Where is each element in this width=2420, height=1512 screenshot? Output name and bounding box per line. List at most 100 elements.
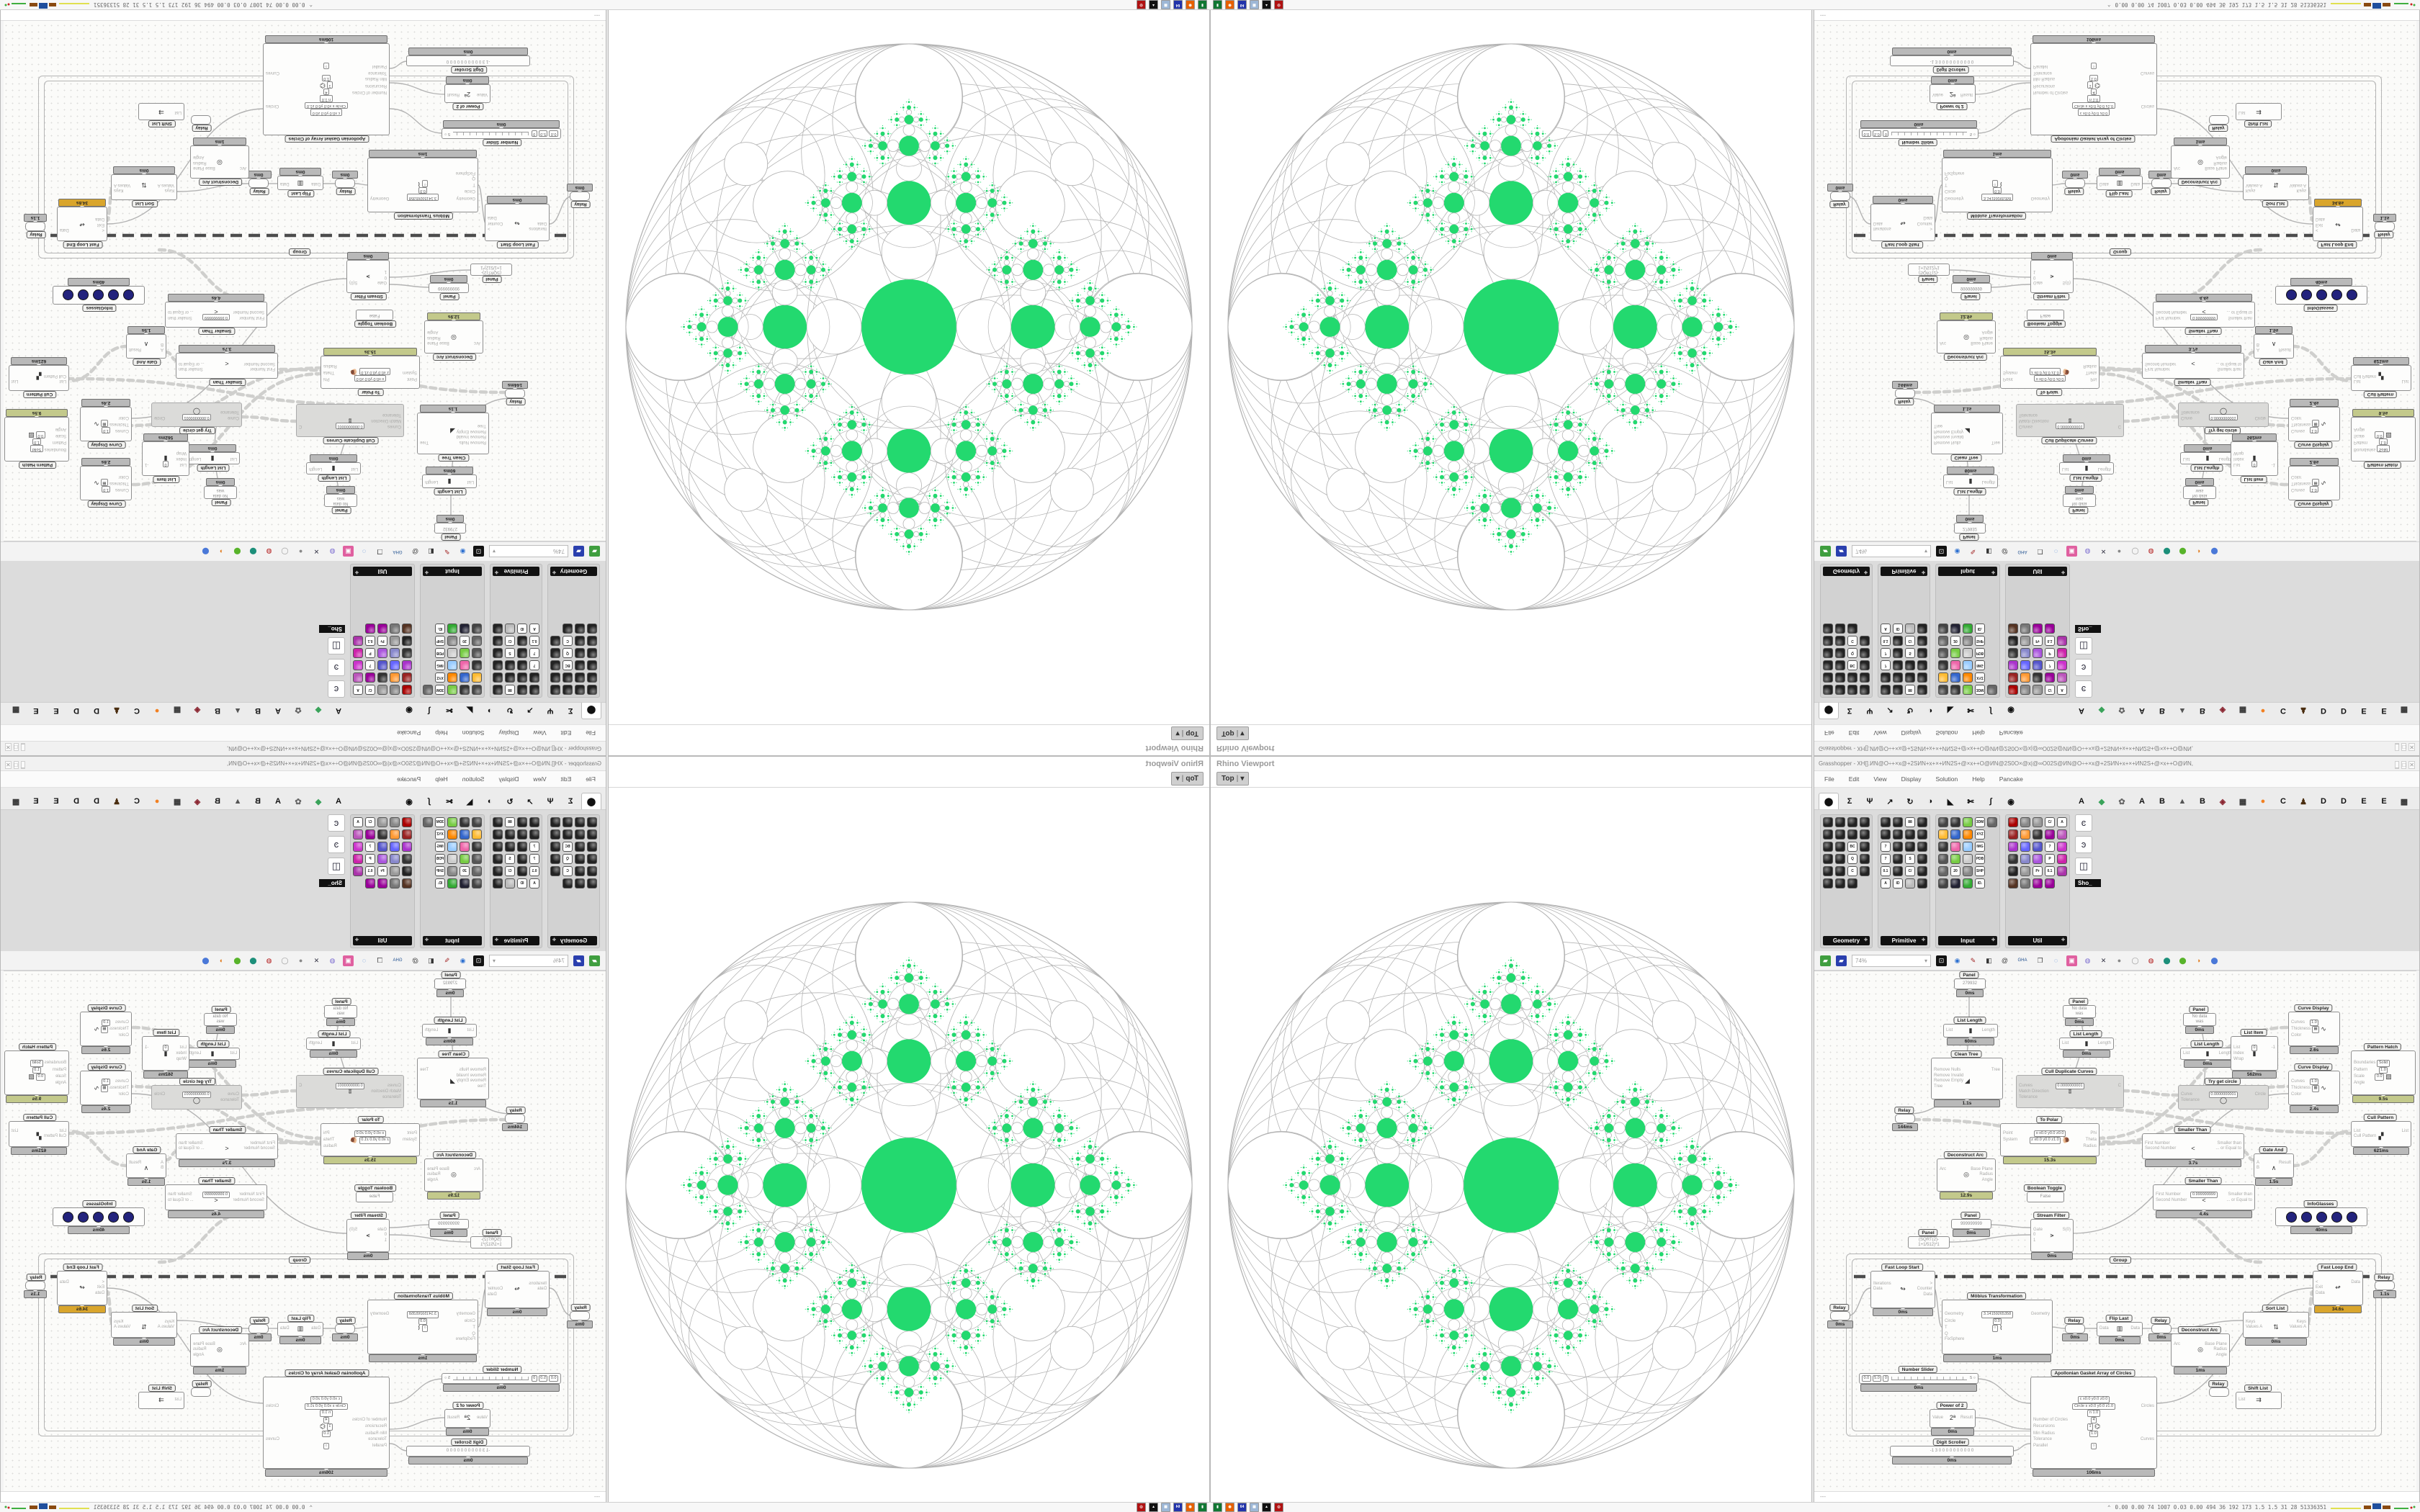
value-box[interactable]: 0.0 [35, 431, 45, 438]
save-file-icon[interactable]: ▰ [573, 546, 584, 557]
input-port-label[interactable]: Parallel [372, 64, 387, 69]
value-box[interactable]: ▦ [2312, 1026, 2320, 1033]
component-icon[interactable]: P [2045, 854, 2055, 864]
component-icon[interactable]: A [2057, 817, 2067, 827]
calculator-icon[interactable]: ▦ [1250, 1503, 1259, 1512]
sketch-pen-icon[interactable]: ✎ [444, 548, 450, 556]
input-port-label[interactable]: Tolerance [2019, 1094, 2038, 1099]
input-port-label[interactable]: Tolerance [2033, 1437, 2053, 1441]
infoglasses-icon[interactable] [2331, 1211, 2342, 1223]
input-port-label[interactable]: Geometry [1945, 1312, 1964, 1317]
node-body[interactable]: Gate S(0) 0 ⪫ 1 [2030, 1219, 2074, 1252]
input-port-label[interactable]: Value [477, 91, 488, 96]
category-tab-9[interactable]: ◉ [405, 706, 413, 715]
input-port-label[interactable]: Color [118, 415, 129, 420]
component-icon[interactable] [1823, 854, 1833, 864]
node-body[interactable]: 999999999 [429, 283, 469, 293]
slider-value-box[interactable]: 0 [531, 130, 537, 138]
viewport-tab-top[interactable]: Top|▾ [1216, 772, 1250, 786]
output-port-label[interactable]: Length [2097, 1040, 2112, 1045]
output-port-label[interactable]: Circle [2254, 1092, 2266, 1097]
node-body[interactable]: 0.0 5.0 0 5 ○ [1859, 1373, 1978, 1384]
gumball-icon[interactable]: ● [2117, 956, 2122, 964]
input-port-label[interactable]: Thickness [109, 480, 129, 485]
infoglasses-icon[interactable] [2346, 1211, 2357, 1223]
output-port-label[interactable]: ... or Equal to [2226, 1198, 2253, 1202]
output-port-label[interactable]: Length [187, 456, 202, 462]
component-icon[interactable] [353, 660, 363, 670]
node-body[interactable]: Curves 1.0 Thickness ▩ ∿ Color [2288, 1071, 2340, 1105]
collapse-chevron-icon[interactable]: ⌃ [2107, 1504, 2111, 1511]
component-icon[interactable] [1917, 878, 1927, 888]
output-port-label[interactable]: Data [60, 228, 69, 233]
slider-rail[interactable] [1891, 1377, 1968, 1380]
category-tab-19[interactable]: ● [2260, 797, 2266, 806]
rings-icon[interactable]: ◯ [2131, 956, 2139, 964]
component-icon[interactable] [2033, 842, 2043, 852]
input-port-label[interactable]: Match Direction [371, 418, 401, 423]
input-port-label[interactable]: Circle [1945, 1318, 1956, 1323]
category-tab-11[interactable]: ◆ [315, 706, 322, 715]
input-port-label[interactable]: Min Radius [364, 76, 387, 81]
sketch-pen-icon[interactable]: ✎ [1970, 956, 1976, 964]
input-port-label[interactable]: Geometry [456, 195, 475, 200]
output-port-label[interactable]: Tree [1991, 1068, 2000, 1072]
input-port-label[interactable]: Boundaries [44, 447, 66, 451]
output-port-label[interactable]: Angle [1981, 1177, 1993, 1182]
category-tab-12[interactable]: ✿ [295, 706, 302, 715]
maximize-button[interactable]: □ [2401, 760, 2407, 769]
component-icon[interactable] [377, 660, 387, 670]
component-icon[interactable]: 3DM [1975, 817, 1985, 827]
node-body[interactable] [2375, 1281, 2395, 1290]
node-body[interactable]: -1 3 0 0 0 0 0 0 0 0 0 0 [1890, 1446, 2014, 1457]
component-icon[interactable]: ID [517, 624, 527, 634]
component-icon[interactable] [472, 660, 482, 670]
output-port-label[interactable]: Length [1981, 1027, 1996, 1032]
open-file-icon[interactable]: ▰ [589, 546, 600, 557]
component-icon[interactable]: IMG [435, 660, 445, 670]
component-icon[interactable] [587, 636, 597, 646]
component-icon[interactable]: A [529, 624, 539, 634]
component-icon[interactable] [1938, 829, 1948, 840]
node-body[interactable]: Curves 1.0 Thickness ▦ ∿ Color [2288, 1012, 2340, 1046]
open-file-icon[interactable]: ▰ [1820, 955, 1831, 966]
component-icon[interactable] [493, 660, 503, 670]
component-icon[interactable] [1963, 866, 1973, 876]
show-label[interactable]: Sho_ [2075, 879, 2101, 887]
chevron-down-icon[interactable]: ▾ [1240, 729, 1245, 737]
input-port-label[interactable]: 0 [384, 274, 387, 279]
node-body[interactable]: First Number 0.999999999 Smaller than Secon… [165, 302, 267, 328]
output-port-label[interactable]: Radius [192, 160, 207, 165]
component-icon[interactable] [493, 636, 503, 646]
slider-value-box[interactable]: 0 [1883, 1374, 1889, 1382]
component-icon[interactable] [517, 660, 527, 670]
category-tab-4[interactable]: ↻ [1906, 797, 1914, 806]
output-port-label[interactable]: Theta [323, 369, 335, 374]
node-body[interactable]: Remove Nulls Tree Remove Invalid Remove Emp… [417, 413, 489, 454]
component-icon[interactable]: 3DM [435, 685, 445, 695]
node-body[interactable] [248, 179, 269, 188]
window-icon[interactable]: ❐ [377, 548, 383, 556]
component-icon[interactable]: C/ [1905, 866, 1915, 876]
input-port-label[interactable]: List [467, 480, 474, 485]
node-body[interactable]: Boundaries Solid Pattern 1.0 Scale 0.0 ▨ Angle [4, 417, 69, 462]
output-port-label[interactable]: Base Plane [2205, 1341, 2227, 1346]
category-tab-14[interactable]: B [2159, 797, 2165, 806]
component-icon[interactable] [505, 660, 515, 670]
node-body[interactable]: Data ▥ Data [2097, 1322, 2143, 1336]
component-icon[interactable] [1823, 817, 1833, 827]
input-port-label[interactable]: List [2233, 1045, 2241, 1050]
node-body[interactable]: List ▮ Length [185, 452, 240, 464]
node-body[interactable] [1895, 1114, 1915, 1123]
output-port-label[interactable]: Circles [265, 104, 279, 109]
input-port-label[interactable]: Curves [387, 424, 401, 429]
component-icon[interactable]: A [353, 685, 363, 695]
component-icon[interactable] [1893, 817, 1903, 827]
input-port-label[interactable]: Point [2003, 1130, 2013, 1135]
component-icon[interactable] [390, 672, 400, 683]
value-box[interactable]: 1.0 [2309, 1078, 2319, 1086]
component-icon[interactable] [1835, 878, 1845, 888]
component-icon[interactable] [402, 636, 412, 646]
floppy-64-icon[interactable]: 64 [1173, 0, 1183, 9]
input-port-label[interactable]: Color [2291, 1032, 2302, 1038]
